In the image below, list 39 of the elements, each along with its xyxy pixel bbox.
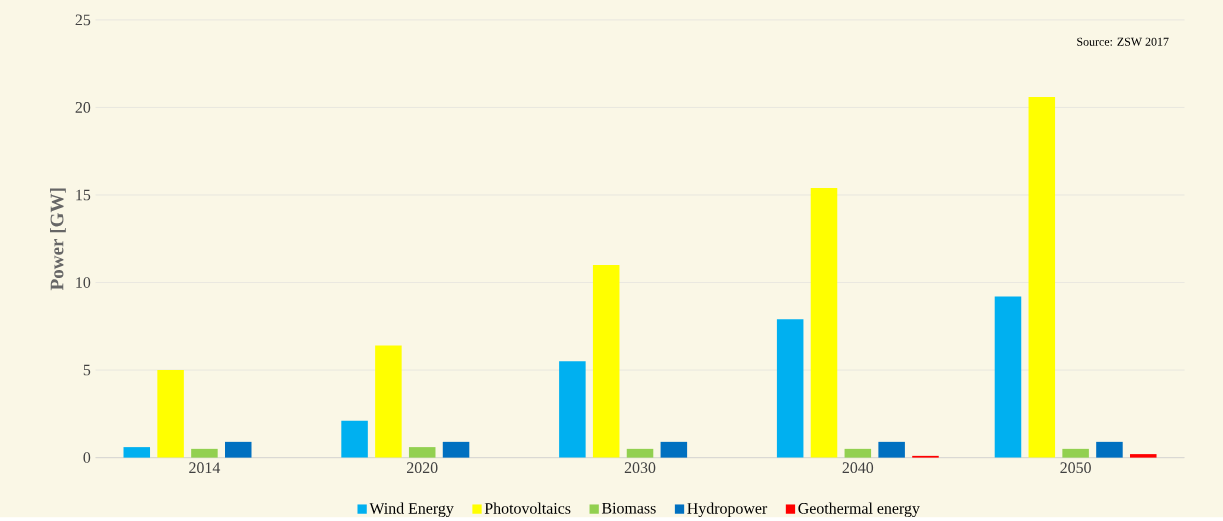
legend-label: Geothermal energy [798, 502, 920, 518]
y-axis-title: Power [GW] [50, 188, 66, 291]
bar [810, 188, 838, 458]
y-tick-label: 15 [76, 189, 91, 201]
bar [375, 345, 402, 458]
y-tick-label: 10 [76, 277, 91, 288]
y-tick-label: 5 [83, 364, 91, 376]
x-tick-label: 2030 [624, 462, 656, 474]
bar [224, 441, 252, 458]
legend-label: Hydropower [687, 502, 768, 518]
bar [123, 447, 151, 458]
bar [191, 448, 218, 458]
x-tick-label: 2014 [189, 462, 221, 474]
legend-label: Photovoltaics [484, 502, 571, 514]
bar [1096, 441, 1123, 458]
bar [592, 265, 620, 458]
bar [844, 448, 872, 458]
bar [776, 319, 804, 458]
bar [442, 441, 470, 458]
bar [1130, 454, 1157, 458]
legend-label: Biomass [601, 502, 656, 514]
bar [878, 441, 905, 458]
bar [626, 448, 654, 458]
bar [559, 361, 586, 458]
bar [660, 441, 688, 458]
bar [994, 296, 1022, 458]
bar [341, 420, 368, 458]
y-tick-label: 25 [75, 14, 91, 26]
x-tick-label: 2020 [407, 462, 438, 474]
bar [1028, 96, 1056, 458]
y-tick-label: 0 [83, 452, 91, 464]
bar [157, 370, 184, 458]
bar [408, 447, 436, 458]
x-tick-label: 2040 [842, 462, 874, 474]
annotation: Source: ZSW 2017 [1077, 37, 1169, 46]
bar [1062, 448, 1089, 458]
x-tick-label: 2050 [1060, 462, 1091, 474]
y-tick-label: 20 [75, 102, 91, 113]
legend-label: Wind Energy [369, 502, 454, 518]
